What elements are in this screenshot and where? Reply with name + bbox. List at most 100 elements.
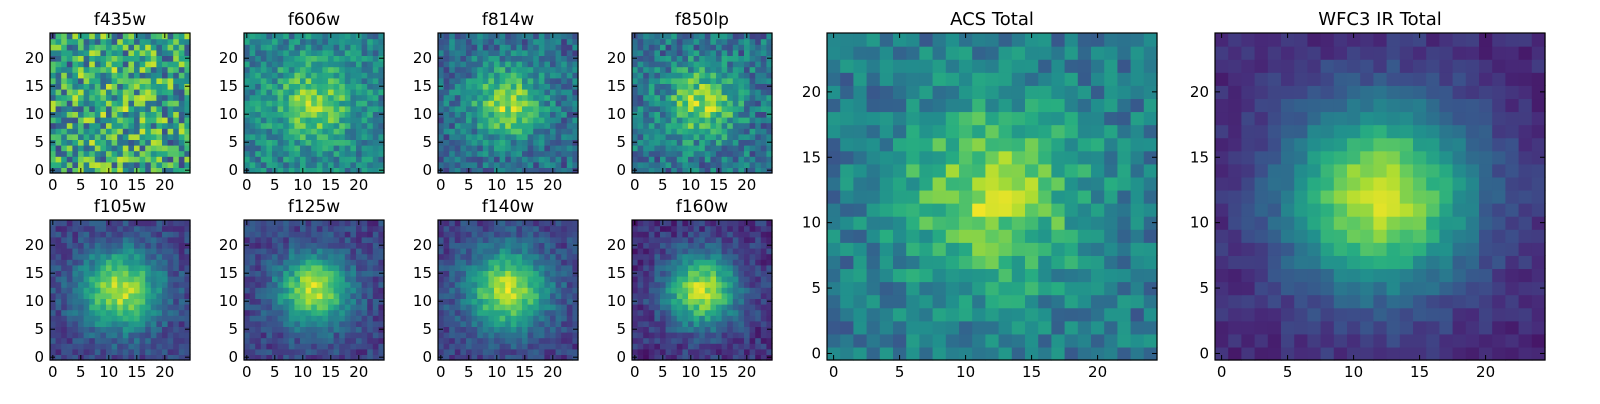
heatmap-cell bbox=[694, 78, 700, 84]
heatmap-cell bbox=[643, 156, 649, 162]
heatmap-cell bbox=[272, 139, 278, 145]
heatmap-cell bbox=[561, 111, 567, 117]
y-tick-label: 5 bbox=[422, 133, 432, 151]
heatmap-cell bbox=[134, 226, 140, 232]
heatmap-cell bbox=[466, 106, 472, 112]
heatmap-cell bbox=[134, 134, 140, 140]
heatmap-cell bbox=[362, 39, 368, 45]
heatmap-cell bbox=[544, 293, 550, 299]
heatmap-cell bbox=[716, 321, 722, 327]
heatmap-cell bbox=[477, 343, 483, 349]
heatmap-cell bbox=[72, 111, 78, 117]
heatmap-cell bbox=[460, 145, 466, 151]
heatmap-cell bbox=[72, 72, 78, 78]
heatmap-cell bbox=[328, 338, 334, 344]
heatmap-cell bbox=[300, 145, 306, 151]
heatmap-cell bbox=[367, 106, 373, 112]
heatmap-cell bbox=[539, 156, 545, 162]
heatmap-cell bbox=[339, 50, 345, 56]
heatmap-cell bbox=[345, 237, 351, 243]
heatmap-cell bbox=[449, 242, 455, 248]
heatmap-cell bbox=[694, 39, 700, 45]
heatmap-cell bbox=[705, 145, 711, 151]
heatmap-cell bbox=[533, 304, 539, 310]
heatmap-cell bbox=[367, 315, 373, 321]
heatmap-cell bbox=[350, 304, 356, 310]
heatmap-cell bbox=[345, 72, 351, 78]
heatmap-cell bbox=[261, 33, 267, 39]
heatmap-cell bbox=[67, 123, 73, 129]
heatmap-cell bbox=[688, 162, 694, 168]
heatmap-cell bbox=[438, 293, 444, 299]
heatmap-cell bbox=[666, 117, 672, 123]
heatmap-cell bbox=[477, 117, 483, 123]
heatmap-cell bbox=[522, 237, 528, 243]
heatmap-cell bbox=[367, 134, 373, 140]
heatmap-cell bbox=[705, 343, 711, 349]
heatmap-cell bbox=[50, 349, 56, 355]
heatmap-cell bbox=[716, 139, 722, 145]
heatmap-cell bbox=[350, 237, 356, 243]
heatmap-cell bbox=[300, 134, 306, 140]
heatmap-cell bbox=[649, 134, 655, 140]
heatmap-cell bbox=[162, 298, 168, 304]
heatmap-cell bbox=[300, 276, 306, 282]
heatmap-cell bbox=[522, 55, 528, 61]
heatmap-cell bbox=[449, 106, 455, 112]
heatmap-cell bbox=[156, 89, 162, 95]
heatmap-cell bbox=[140, 156, 146, 162]
heatmap-cell bbox=[145, 248, 151, 254]
heatmap-cell bbox=[272, 95, 278, 101]
heatmap-cell bbox=[649, 151, 655, 157]
heatmap-cell bbox=[72, 139, 78, 145]
heatmap-cell bbox=[328, 265, 334, 271]
heatmap-cell bbox=[334, 123, 340, 129]
heatmap-cell bbox=[328, 231, 334, 237]
heatmap-cell bbox=[744, 310, 750, 316]
heatmap-cell bbox=[511, 326, 517, 332]
heatmap-cell bbox=[300, 117, 306, 123]
heatmap-cell bbox=[477, 50, 483, 56]
heatmap-cell bbox=[710, 83, 716, 89]
heatmap-cell bbox=[494, 310, 500, 316]
heatmap-cell bbox=[367, 50, 373, 56]
heatmap-cell bbox=[334, 50, 340, 56]
heatmap-cell bbox=[112, 304, 118, 310]
heatmap-cell bbox=[78, 231, 84, 237]
heatmap-cell bbox=[694, 128, 700, 134]
heatmap-cell bbox=[272, 304, 278, 310]
heatmap-cell bbox=[477, 111, 483, 117]
heatmap-cell bbox=[738, 298, 744, 304]
heatmap-cell bbox=[567, 315, 573, 321]
heatmap-cell bbox=[455, 117, 461, 123]
heatmap-cell bbox=[632, 44, 638, 50]
heatmap-cell bbox=[677, 72, 683, 78]
heatmap-cell bbox=[106, 139, 112, 145]
heatmap-cell bbox=[472, 139, 478, 145]
heatmap-cell bbox=[688, 134, 694, 140]
heatmap-cell bbox=[449, 270, 455, 276]
heatmap-cell bbox=[322, 220, 328, 226]
heatmap-cell bbox=[666, 72, 672, 78]
heatmap-cell bbox=[488, 276, 494, 282]
heatmap-cell bbox=[162, 270, 168, 276]
heatmap-cell bbox=[444, 72, 450, 78]
heatmap-cell bbox=[567, 282, 573, 288]
heatmap-cell bbox=[699, 276, 705, 282]
heatmap-cell bbox=[638, 315, 644, 321]
heatmap-cell bbox=[328, 145, 334, 151]
heatmap-cell bbox=[367, 270, 373, 276]
heatmap-cell bbox=[654, 276, 660, 282]
heatmap-cell bbox=[145, 111, 151, 117]
heatmap-cell bbox=[539, 89, 545, 95]
heatmap-cell bbox=[561, 39, 567, 45]
heatmap-cell bbox=[106, 117, 112, 123]
heatmap-cell bbox=[145, 254, 151, 260]
heatmap-cell bbox=[466, 343, 472, 349]
heatmap-cell bbox=[483, 95, 489, 101]
heatmap-cell bbox=[278, 226, 284, 232]
heatmap-cell bbox=[84, 254, 90, 260]
heatmap-cell bbox=[356, 349, 362, 355]
heatmap-cell bbox=[460, 220, 466, 226]
heatmap-cell bbox=[244, 156, 250, 162]
